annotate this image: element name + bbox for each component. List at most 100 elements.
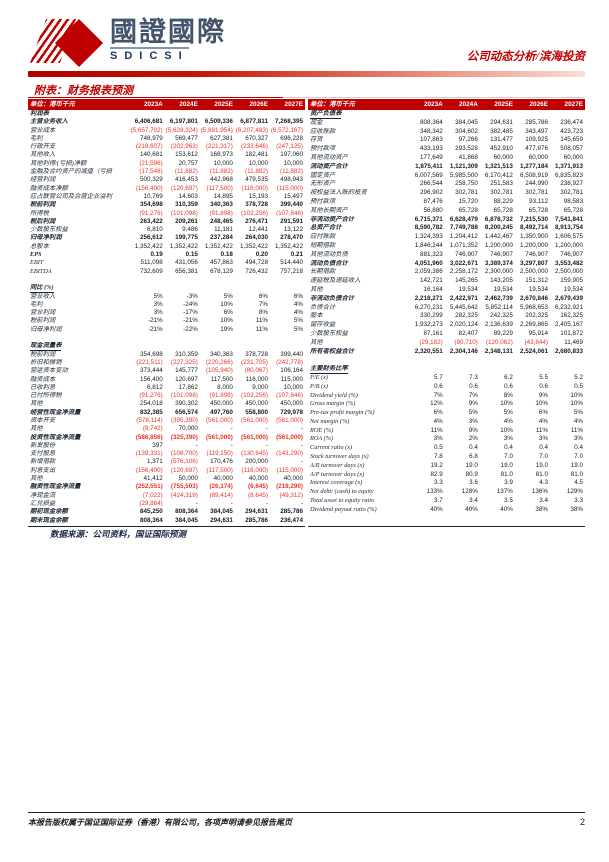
cell-value: 1,932,273: [414, 321, 443, 329]
cell-value: (130,645): [241, 450, 268, 458]
cell-value: 4%: [293, 309, 304, 317]
cell-value: 6,509,336: [204, 118, 233, 126]
cell-value: 431,056: [175, 259, 198, 267]
row-label: 其他: [30, 400, 43, 408]
cell-value: 285,786: [280, 508, 304, 516]
row-label: 已收利息: [30, 383, 56, 391]
row-label: 预付款项: [310, 145, 336, 153]
cell-value: 746,907: [490, 250, 513, 258]
cell-value: 8,000: [217, 383, 233, 391]
table-row: 其他 254,018 390,302 450,000 450,000 450,000: [28, 400, 305, 408]
cell-value: (218,290): [276, 483, 304, 491]
row-label: 其他: [310, 285, 323, 293]
cell-value: 2,680,833: [555, 347, 584, 355]
row-label: 非流动资产合计: [310, 215, 355, 223]
row-label: 其他: [30, 475, 43, 483]
cell-value: (11,882): [280, 168, 304, 176]
cell-value: 7%: [468, 391, 478, 399]
cell-value: -: [300, 499, 304, 507]
table-row: A/P turnover days (x) 82.9 80.9 81.0 81.0 81.…: [308, 471, 585, 480]
cell-value: (107,846): [276, 392, 304, 400]
cell-value: 6,197,801: [169, 118, 198, 126]
row-label: 新发股份: [30, 441, 56, 449]
cell-value: 302,781: [525, 189, 548, 197]
cell-value: 416,453: [175, 176, 198, 184]
table-row: ROA (%) 3% 2% 3% 3% 3%: [308, 435, 585, 444]
cell-value: 0.6: [539, 382, 548, 390]
cell-value: 197,060: [280, 151, 304, 159]
cell-value: (576,106): [170, 458, 198, 466]
cell-value: 2,500,000: [555, 268, 584, 276]
table-row: 无形资产 266,544 258,750 251,583 244,990 238,927: [308, 180, 585, 189]
cell-value: 81.0: [570, 470, 584, 478]
cell-value: 2,218,271: [414, 294, 443, 302]
row-label: A/R turnover days (x): [310, 461, 365, 469]
cell-value: (156,400): [135, 466, 163, 474]
cell-value: 2,304,146: [449, 347, 478, 355]
cell-value: 294,631: [490, 118, 513, 126]
table-row: 已收利息 6,812 17,862 8,000 9,000 10,000: [28, 384, 305, 392]
cell-value: 2,670,846: [519, 294, 548, 302]
cell-value: 1,846,244: [414, 241, 443, 249]
cell-value: 40%: [430, 505, 443, 513]
cell-value: 131,477: [490, 136, 513, 144]
cell-value: 17,862: [178, 383, 198, 391]
cell-value: 0.20: [255, 251, 268, 259]
cell-value: 511,098: [140, 259, 163, 267]
row-label: 流动资产合计: [310, 162, 348, 170]
table-row: 固定资产 6,007,569 5,985,500 6,170,412 6,508,919…: [308, 172, 585, 181]
table-row: Gross margin (%) 12% 9% 10% 10% 10%: [308, 400, 585, 409]
cell-value: 294,631: [245, 508, 268, 516]
brand-logo: 國證國際 SDICSI: [30, 14, 226, 68]
cell-value: (108,700): [170, 450, 198, 458]
spacer-row: [308, 356, 585, 365]
cell-value: 302,781: [455, 189, 478, 197]
table-row: Dividend payout ratio (%) 40% 40% 40% 38% 38%: [308, 506, 585, 515]
cell-value: 109,925: [525, 136, 548, 144]
cell-value: (252,551): [135, 483, 163, 491]
cell-value: 500,329: [140, 176, 163, 184]
cell-value: 87,161: [423, 329, 443, 337]
table-row: Current ratio (x) 0.5 0.4 0.4 0.4 0.4: [308, 444, 585, 453]
cell-value: 40%: [465, 505, 478, 513]
cell-value: (49,312): [279, 491, 304, 499]
cell-value: 15,193: [248, 192, 268, 200]
spacer-row: [28, 276, 305, 284]
cell-value: 11,469: [564, 338, 584, 346]
cell-value: 107,863: [420, 136, 443, 144]
table-row: 毛利 3% -24% 10% 7% 4%: [28, 301, 305, 309]
table-row: 其他利得/(亏损)净额 (21,596) 20,757 10,000 10,000 10,…: [28, 160, 305, 168]
cell-value: (231,705): [241, 358, 268, 366]
cell-value: 2,679,439: [555, 294, 584, 302]
cell-value: 4%: [538, 417, 548, 425]
section-header-row: 现金流量表: [28, 342, 305, 351]
cell-value: -: [230, 441, 233, 449]
cell-value: (5,657,702): [130, 126, 163, 134]
cell-value: 60,000: [563, 153, 584, 161]
cell-value: (218,607): [135, 143, 163, 151]
cell-value: 302,781: [560, 189, 584, 197]
cell-value: 5%: [293, 317, 304, 325]
cell-value: 0.6: [469, 382, 478, 390]
row-label: 递延税及递延收入: [310, 277, 361, 285]
cell-value: (117,500): [206, 466, 233, 474]
cell-value: (21,596): [139, 159, 163, 167]
cell-value: -17%: [183, 309, 198, 317]
section-title-rule-red: [28, 96, 283, 99]
cell-value: 0.15: [185, 251, 198, 259]
cell-value: 732,609: [140, 267, 163, 275]
cell-value: 2,269,865: [519, 321, 548, 329]
cell-value: (26,174): [209, 483, 233, 491]
spacer-row: [28, 334, 305, 342]
table-row: 其他流动负债 881,323 746,907 746,907 746,907 746,90…: [308, 251, 585, 260]
cell-value: 65,728: [563, 206, 584, 214]
section-label: 同比 (%): [30, 284, 54, 293]
row-label: 税前利润: [30, 350, 56, 358]
cell-value: 19.0: [465, 461, 478, 469]
table-row: 投资性现金净流量 (586,856) (325,390) (561,000) (561,…: [28, 434, 305, 442]
cell-value: 378,728: [245, 350, 268, 358]
table-row: 其他收入 140,681 153,612 168,973 182,481 197,060: [28, 151, 305, 159]
cell-value: -22%: [183, 325, 198, 333]
cell-value: 5.5: [539, 373, 548, 381]
table-row: 其他长期资产 56,880 65,728 65,728 65,728 65,728: [308, 207, 585, 216]
